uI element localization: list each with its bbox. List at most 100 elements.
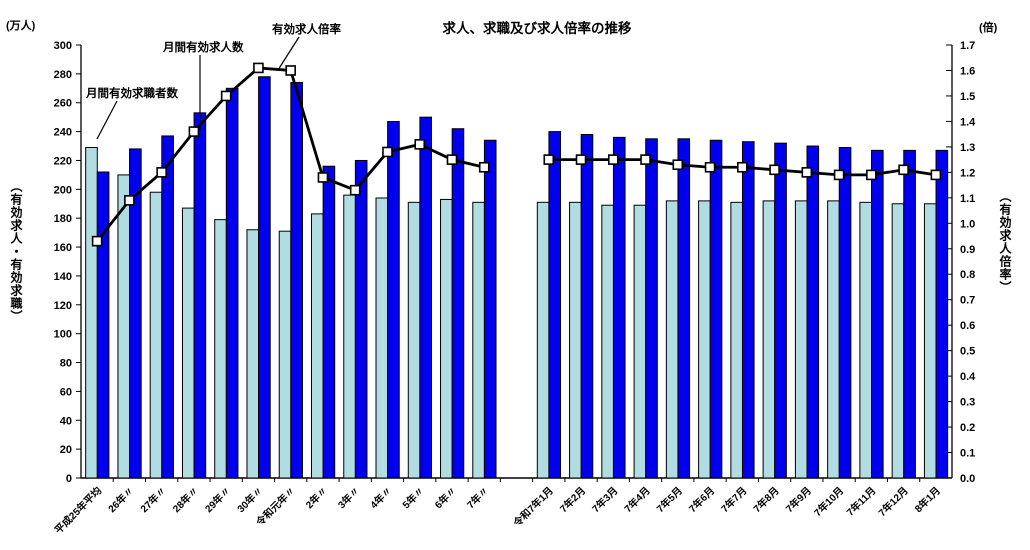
seekers-bar bbox=[278, 230, 292, 479]
seekers-bar bbox=[762, 200, 776, 479]
x-category-label: 7年2月 bbox=[557, 484, 588, 515]
x-category-label: 28年〃 bbox=[170, 484, 201, 515]
ratio-marker bbox=[672, 159, 684, 171]
right-axis-title: （有効求人倍率） bbox=[998, 190, 1012, 294]
left-axis-tick-label: 160 bbox=[54, 242, 72, 254]
x-category-label: 7年9月 bbox=[783, 484, 814, 515]
ratio-marker bbox=[640, 154, 651, 165]
left-axis-tick-label: 80 bbox=[60, 358, 72, 370]
openings-bar bbox=[806, 145, 820, 479]
ratio-marker bbox=[737, 161, 748, 173]
x-category-label: 29年〃 bbox=[202, 484, 233, 515]
ratio-marker bbox=[414, 139, 426, 150]
right-axis-tick-label: 1.1 bbox=[960, 193, 975, 205]
ratio-marker bbox=[575, 154, 587, 165]
right-axis-tick-label: 1.7 bbox=[960, 40, 975, 52]
seekers-bar bbox=[859, 201, 873, 479]
right-axis-tick-label: 0.7 bbox=[960, 295, 975, 307]
seekers-bar bbox=[440, 198, 453, 479]
openings-bar bbox=[129, 148, 142, 479]
bars-layer bbox=[85, 76, 949, 479]
x-category-label: 7年3月 bbox=[589, 484, 620, 515]
openings-bar bbox=[258, 76, 271, 479]
ratio-marker bbox=[769, 164, 780, 176]
openings-bar bbox=[935, 149, 949, 479]
right-axis-tick-label: 0.5 bbox=[960, 346, 975, 358]
ratio-annotation-pointer-line bbox=[277, 36, 300, 71]
x-category-label: 7年〃 bbox=[464, 484, 491, 511]
left-axis-unit: (万人) bbox=[6, 18, 36, 32]
seekers-bar bbox=[827, 200, 840, 479]
openings-bar bbox=[161, 135, 174, 479]
openings-bar bbox=[741, 141, 755, 479]
openings-bar bbox=[709, 139, 723, 479]
x-category-label: 7年10月 bbox=[811, 484, 846, 519]
x-category-label: 7年11月 bbox=[844, 484, 879, 519]
right-axis-tick-label: 1.5 bbox=[960, 91, 975, 103]
openings-bar bbox=[451, 128, 465, 479]
ratio-marker bbox=[253, 62, 264, 74]
ratio-marker bbox=[866, 169, 877, 181]
annotations-layer: 月間有効求職者数 月間有効求人数 有効求人倍率 bbox=[85, 22, 341, 140]
seekers-annotation-label: 月間有効求職者数 bbox=[85, 86, 178, 100]
ratio-marker bbox=[382, 146, 393, 158]
x-category-label: 3年〃 bbox=[335, 484, 362, 511]
seekers-annotation-pointer-line bbox=[96, 100, 118, 140]
left-axis-tick-label: 240 bbox=[54, 127, 72, 139]
left-axis-title: （有効求人・有効求職） bbox=[9, 180, 23, 323]
ratio-marker bbox=[833, 169, 845, 181]
seekers-bar bbox=[794, 200, 808, 479]
ratio-marker bbox=[607, 154, 619, 165]
left-axis-tick-label: 20 bbox=[60, 444, 72, 456]
ratio-marker bbox=[478, 161, 490, 173]
openings-bar bbox=[580, 133, 594, 479]
ratio-marker bbox=[317, 172, 329, 183]
ratio-line-layer bbox=[91, 62, 942, 247]
ratio-marker bbox=[801, 167, 813, 178]
openings-bar bbox=[193, 112, 207, 479]
openings-bar bbox=[903, 149, 916, 479]
seekers-bar bbox=[601, 204, 614, 479]
left-axis-tick-label: 300 bbox=[54, 40, 72, 52]
openings-bar bbox=[290, 82, 303, 479]
seekers-bar bbox=[149, 191, 163, 479]
seekers-bar bbox=[117, 174, 131, 479]
openings-bar bbox=[677, 138, 691, 479]
x-category-label: 27年〃 bbox=[138, 484, 169, 515]
openings-bar bbox=[612, 136, 626, 479]
left-axis-tick-label: 120 bbox=[54, 300, 72, 312]
ratio-marker bbox=[124, 195, 135, 206]
ratio-annotation-label: 有効求人倍率 bbox=[272, 22, 341, 36]
ratio-marker bbox=[543, 154, 555, 165]
left-axis-tick-label: 60 bbox=[60, 386, 72, 398]
x-category-label: 30年〃 bbox=[234, 484, 265, 515]
x-category-label: 5年〃 bbox=[400, 484, 427, 511]
ratio-marker bbox=[898, 164, 909, 176]
seekers-bar bbox=[633, 204, 647, 479]
seekers-bar bbox=[343, 194, 356, 479]
seekers-bar bbox=[85, 146, 98, 479]
openings-bar bbox=[838, 146, 852, 479]
ratio-marker bbox=[446, 154, 458, 165]
seekers-bar bbox=[569, 201, 582, 479]
seekers-bar bbox=[923, 203, 937, 479]
right-axis-tick-label: 1.0 bbox=[960, 218, 975, 230]
x-category-label: 7年4月 bbox=[621, 484, 652, 515]
x-category-label: 令和7年1月 bbox=[510, 484, 556, 530]
seekers-bar bbox=[472, 201, 485, 479]
x-category-label: 平成25年平均 bbox=[52, 484, 104, 536]
ratio-marker bbox=[704, 161, 716, 173]
openings-bar bbox=[354, 159, 368, 479]
openings-bar bbox=[483, 139, 497, 479]
right-axis-tick-label: 1.4 bbox=[960, 116, 976, 128]
x-category-label: 7年7月 bbox=[718, 484, 749, 515]
right-axis-unit: (倍) bbox=[979, 20, 998, 34]
left-axis-tick-label: 260 bbox=[54, 98, 72, 110]
openings-bar bbox=[322, 165, 336, 479]
openings-bar bbox=[548, 131, 562, 479]
ratio-marker bbox=[188, 126, 200, 137]
seekers-bar bbox=[730, 201, 743, 479]
x-category-label: 26年〃 bbox=[105, 484, 136, 515]
